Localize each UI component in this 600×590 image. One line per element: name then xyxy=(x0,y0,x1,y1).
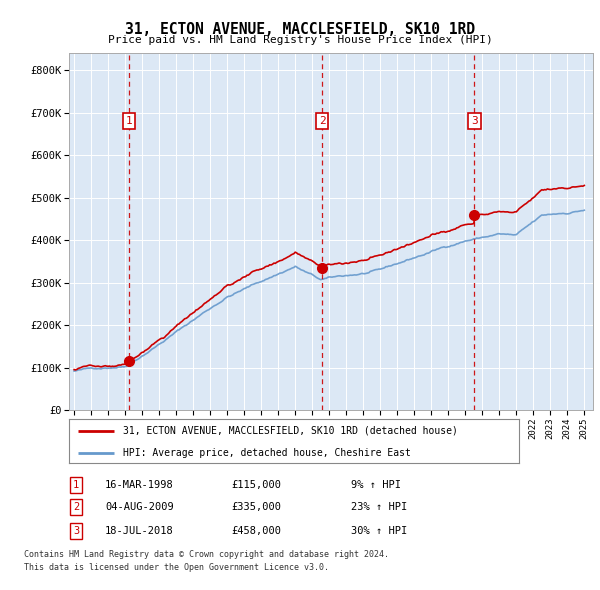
Text: 2: 2 xyxy=(319,116,326,126)
Text: 1: 1 xyxy=(73,480,79,490)
Text: 31, ECTON AVENUE, MACCLESFIELD, SK10 1RD (detached house): 31, ECTON AVENUE, MACCLESFIELD, SK10 1RD… xyxy=(123,426,458,436)
Text: 23% ↑ HPI: 23% ↑ HPI xyxy=(351,503,407,512)
Text: 3: 3 xyxy=(73,526,79,536)
Text: This data is licensed under the Open Government Licence v3.0.: This data is licensed under the Open Gov… xyxy=(24,563,329,572)
Text: Contains HM Land Registry data © Crown copyright and database right 2024.: Contains HM Land Registry data © Crown c… xyxy=(24,550,389,559)
Text: £335,000: £335,000 xyxy=(231,503,281,512)
Text: £115,000: £115,000 xyxy=(231,480,281,490)
Text: 1: 1 xyxy=(125,116,132,126)
Text: 18-JUL-2018: 18-JUL-2018 xyxy=(105,526,174,536)
Text: 3: 3 xyxy=(471,116,478,126)
Text: 04-AUG-2009: 04-AUG-2009 xyxy=(105,503,174,512)
Text: 31, ECTON AVENUE, MACCLESFIELD, SK10 1RD: 31, ECTON AVENUE, MACCLESFIELD, SK10 1RD xyxy=(125,22,475,37)
Text: 30% ↑ HPI: 30% ↑ HPI xyxy=(351,526,407,536)
Text: Price paid vs. HM Land Registry's House Price Index (HPI): Price paid vs. HM Land Registry's House … xyxy=(107,35,493,45)
Text: 16-MAR-1998: 16-MAR-1998 xyxy=(105,480,174,490)
Text: 2: 2 xyxy=(73,503,79,512)
Text: HPI: Average price, detached house, Cheshire East: HPI: Average price, detached house, Ches… xyxy=(123,448,411,458)
Text: £458,000: £458,000 xyxy=(231,526,281,536)
Text: 9% ↑ HPI: 9% ↑ HPI xyxy=(351,480,401,490)
